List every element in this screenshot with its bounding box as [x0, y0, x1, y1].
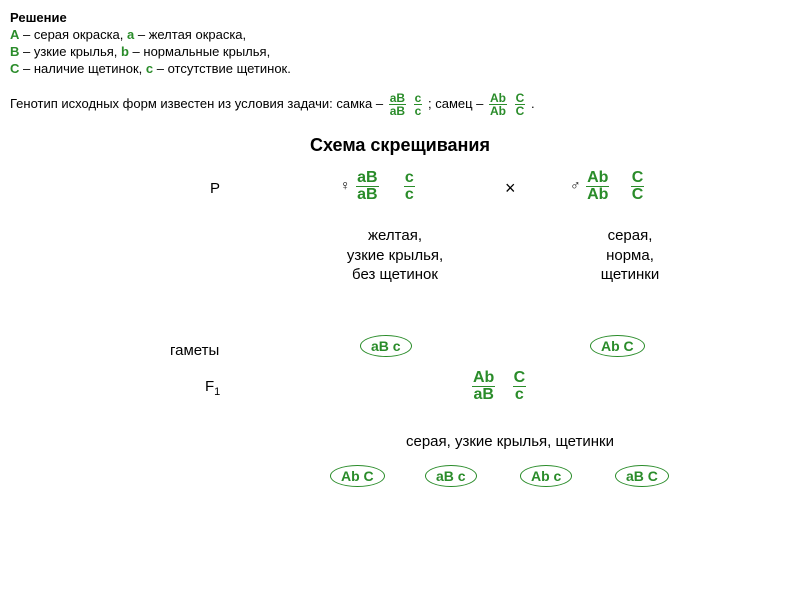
female-genotype-pair2: c c [414, 92, 423, 117]
P-male-phenotype: серая, норма, щетинки [570, 226, 690, 285]
label-F1: F1 [205, 378, 220, 398]
P-male-block: ♂ Ab Ab C C [570, 170, 646, 203]
allele-B-rec: b [121, 44, 129, 59]
allele-B-dom-desc: – узкие крылья, [19, 44, 121, 59]
allele-B-dom: B [10, 44, 19, 59]
genotype-middle: ; самец – [428, 96, 487, 111]
gamete-male: Ab C [590, 335, 645, 357]
label-gametes: гаметы [170, 342, 219, 359]
allele-C-dom-desc: – наличие щетинок, [19, 61, 145, 76]
allele-B-rec-desc: – нормальные крылья, [129, 44, 270, 59]
allele-A-dom: A [10, 27, 19, 42]
allele-A-rec-desc: – желтая окраска, [134, 27, 246, 42]
legend-line-C: C – наличие щетинок, c – отсутствие щети… [10, 61, 790, 76]
P-female-phenotype: желтая, узкие крылья, без щетинок [325, 226, 465, 285]
P-male-pair2: C C [631, 170, 645, 203]
allele-C-rec-desc: – отсутствие щетинок. [153, 61, 291, 76]
male-genotype-pair1: Ab Ab [489, 92, 507, 117]
legend-line-B: B – узкие крылья, b – нормальные крылья, [10, 44, 790, 59]
F1-pair2: C c [513, 370, 527, 403]
solution-title: Решение [10, 10, 790, 25]
genotype-suffix: . [531, 96, 535, 111]
P-male-pair1: Ab Ab [586, 170, 609, 203]
genotype-sentence: Генотип исходных форм известен из услови… [10, 92, 790, 117]
allele-C-dom: C [10, 61, 19, 76]
P-female-pair1: aB aB [356, 170, 378, 203]
legend-line-A: A – серая окраска, a – желтая окраска, [10, 27, 790, 42]
crossing-scheme: P гаметы F1 ♀ aB aB c c × ♂ Ab Ab C C же… [10, 170, 790, 550]
F1-gamete-1: Ab C [330, 465, 385, 487]
female-genotype-pair1: aB aB [389, 92, 406, 117]
allele-A-dom-desc: – серая окраска, [19, 27, 127, 42]
F1-pair1: Ab aB [472, 370, 495, 403]
F1-genotype: Ab aB C c [470, 370, 528, 403]
F1-gamete-4: aB C [615, 465, 669, 487]
F1-gamete-3: Ab c [520, 465, 572, 487]
male-genotype-pair2: C C [515, 92, 526, 117]
P-female-pair2: c c [404, 170, 415, 203]
label-P: P [210, 180, 220, 197]
P-female-block: ♀ aB aB c c [340, 170, 417, 203]
cross-symbol-icon: × [505, 178, 516, 199]
genotype-prefix: Генотип исходных форм известен из услови… [10, 96, 387, 111]
scheme-title: Схема скрещивания [10, 135, 790, 156]
gamete-female: aB c [360, 335, 412, 357]
female-symbol-icon: ♀ [340, 177, 351, 193]
F1-phenotype: серая, узкие крылья, щетинки [340, 432, 680, 452]
F1-gamete-2: aB c [425, 465, 477, 487]
male-symbol-icon: ♂ [570, 177, 581, 193]
